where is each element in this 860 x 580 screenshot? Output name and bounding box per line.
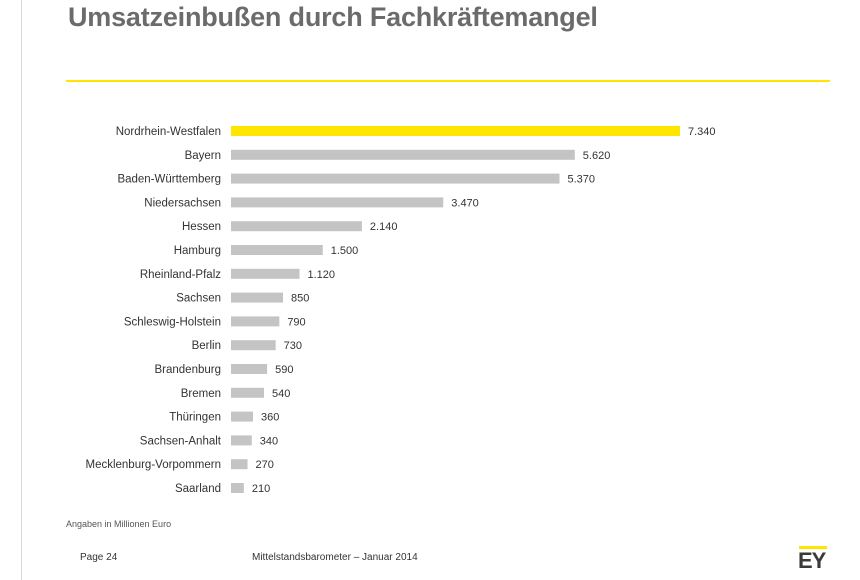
value-label: 1.120 (308, 269, 336, 281)
value-label: 7.340 (688, 126, 716, 138)
bar (231, 411, 254, 422)
value-label: 2.140 (370, 221, 398, 233)
bar-chart: Nordrhein-Westfalen 7.340 Bayern 5.620 Baden… (85, 126, 716, 495)
bar (231, 316, 280, 327)
category-label: Thüringen (169, 412, 221, 424)
value-label: 730 (284, 340, 302, 352)
page-number: Page 24 (80, 552, 118, 563)
ey-logo: EY (798, 548, 826, 573)
title-underline (66, 80, 830, 82)
category-label: Berlin (192, 340, 221, 352)
bar (231, 459, 248, 470)
category-label: Hamburg (174, 245, 221, 257)
bar (231, 149, 575, 160)
value-label: 790 (287, 316, 305, 328)
bar (231, 292, 283, 303)
value-label: 5.620 (583, 150, 611, 162)
value-label: 340 (260, 435, 278, 447)
category-label: Mecklenburg-Vorpommern (85, 459, 221, 471)
category-label: Bayern (185, 150, 221, 162)
value-label: 1.500 (331, 245, 359, 257)
category-label: Sachsen (176, 293, 221, 305)
value-label: 540 (272, 388, 290, 400)
category-label: Nordrhein-Westfalen (116, 126, 221, 138)
category-label: Sachsen-Anhalt (140, 435, 222, 447)
value-label: 270 (256, 459, 274, 471)
page-title: Umsatzeinbußen durch Fachkräftemangel (68, 2, 598, 32)
category-label: Baden-Württemberg (117, 174, 221, 186)
bar (231, 197, 444, 208)
bar (231, 364, 268, 374)
unit-note: Angaben in Millionen Euro (66, 519, 172, 529)
left-border-line (21, 0, 22, 580)
value-label: 5.370 (567, 174, 595, 186)
value-label: 360 (261, 412, 279, 424)
bar (231, 173, 560, 184)
category-label: Bremen (181, 388, 221, 400)
bar (231, 245, 323, 255)
value-label: 3.470 (451, 197, 479, 209)
category-label: Saarland (175, 483, 221, 495)
footer-source: Mittelstandsbarometer – Januar 2014 (252, 552, 418, 563)
category-label: Schleswig-Holstein (124, 316, 221, 328)
logo-accent-bar (799, 546, 827, 549)
value-label: 850 (291, 293, 309, 305)
bar (231, 268, 300, 279)
bar (231, 387, 265, 398)
value-label: 210 (252, 483, 270, 495)
bar (231, 221, 362, 232)
bar (231, 340, 276, 351)
bar (231, 483, 244, 493)
bar (231, 435, 252, 446)
category-label: Brandenburg (155, 364, 222, 376)
value-label: 590 (275, 364, 293, 376)
bar (231, 126, 680, 136)
category-label: Rheinland-Pfalz (140, 269, 221, 281)
category-label: Hessen (182, 221, 221, 233)
category-label: Niedersachsen (144, 197, 221, 209)
